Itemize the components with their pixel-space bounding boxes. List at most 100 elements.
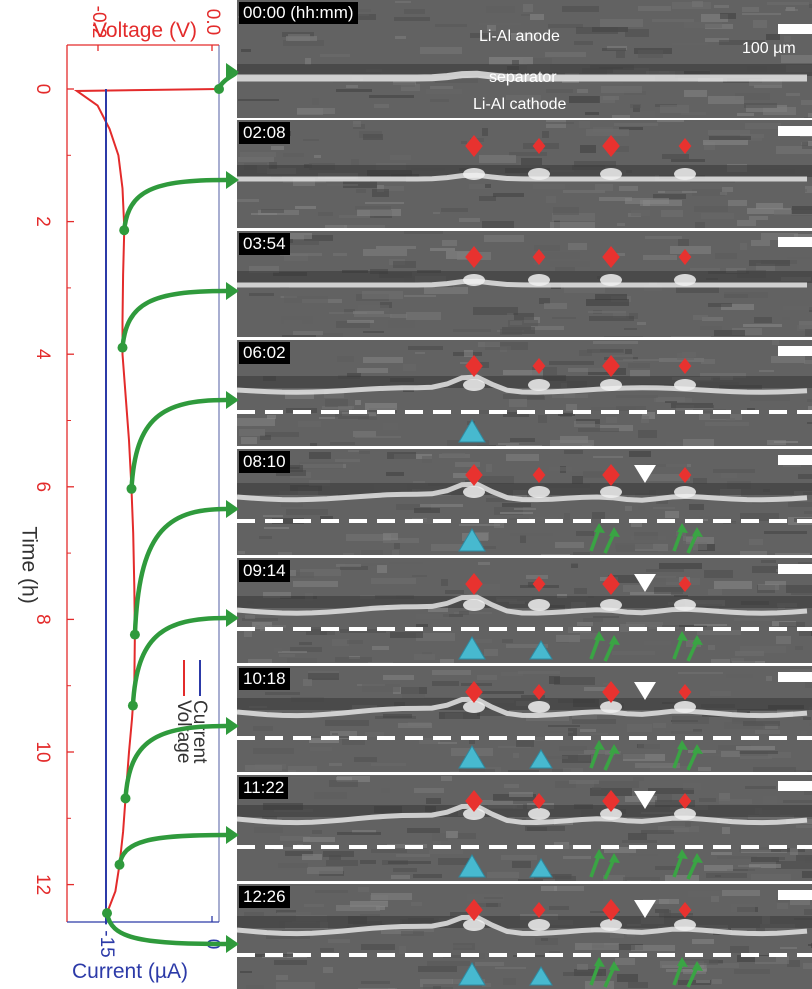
grain [288,570,296,576]
grain [388,861,431,864]
grain [683,542,690,544]
time-tick-label: 2 [32,216,53,227]
grain [369,95,414,98]
grain [580,633,600,639]
grain [735,651,764,656]
grain [595,294,627,300]
grain [635,763,680,768]
grain [454,612,492,614]
grain [749,216,768,220]
grain [623,877,660,881]
grain [548,24,583,28]
grain [684,22,722,28]
grain [440,659,454,663]
grain [271,146,284,150]
grain [683,439,714,446]
grain [433,212,440,214]
grain [550,440,594,446]
grain [710,412,730,419]
grain [661,210,683,217]
grain [484,649,498,656]
grain [532,367,557,375]
grain [643,255,677,260]
grain [780,947,797,949]
grain [690,268,720,271]
grain [604,336,643,337]
grain [521,14,530,16]
grain [495,967,526,969]
green-arrowhead [594,849,605,859]
timestamp-label: 10:18 [239,668,290,690]
red-diamond-marker [465,355,483,377]
grain [659,563,702,569]
grain [469,738,475,744]
red-diamond-marker [678,358,692,374]
grain [276,982,315,989]
grain [764,531,807,534]
grain [336,564,361,567]
grain [665,401,677,403]
grain [689,504,704,510]
grain [797,325,812,331]
grain [326,860,358,866]
grain [564,450,583,454]
grain [755,956,789,964]
deposit [600,808,622,820]
grain [395,1,411,3]
grain [485,184,491,188]
grain [715,253,737,259]
grain [432,670,471,675]
grain [730,946,749,953]
grain [308,673,339,680]
grain [299,642,312,645]
grain [383,714,412,718]
grain [312,98,319,105]
grain [283,153,304,157]
grain [734,969,770,974]
grain [653,576,676,578]
green-arrow [686,749,699,771]
white-triangle-marker [634,465,656,483]
grain [393,261,416,268]
green-arrow-pair [672,523,703,554]
grain [588,311,626,313]
grain [630,104,641,108]
grain [264,527,289,529]
grain [246,985,264,989]
deposit [528,168,550,180]
grain [265,432,299,437]
grain [303,837,335,842]
deposit [463,599,485,611]
grain [563,190,605,193]
grain [262,816,277,820]
grain [701,213,734,219]
grain [362,684,400,692]
grain [761,233,798,240]
grain [459,524,500,526]
grain [245,615,255,619]
electrode-shadow [237,165,812,177]
cyan-triangle-marker [458,636,486,660]
green-arrow-pair [589,740,620,771]
grain [740,646,786,653]
grain [477,675,497,680]
grain [590,733,608,735]
micrograph-texture [237,340,812,446]
grain [737,220,756,226]
green-arrowhead [692,961,703,971]
deposit [674,701,696,713]
grain [260,624,266,631]
grain [616,406,646,411]
separator-band [237,594,808,616]
micrograph-frame: 08:10 [237,449,812,555]
grain [572,719,616,724]
grain [283,40,324,46]
deposit [674,808,696,820]
grain [783,463,801,467]
grain [791,591,812,595]
grain [419,738,440,744]
grain [303,679,312,686]
timestamp-label: 12:26 [239,886,290,908]
grain [694,206,728,212]
red-diamond-marker [678,576,692,592]
